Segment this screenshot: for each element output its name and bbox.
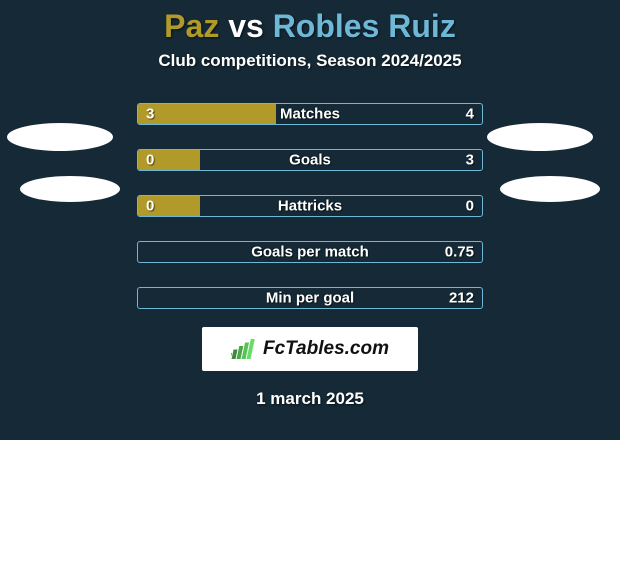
stat-rows: Matches 3 4 Goals 0 3 Hattricks 0 0 Goals per mat… bbox=[137, 103, 483, 309]
stat-row-right-value: 3 bbox=[466, 152, 474, 169]
brand-bars-icon bbox=[231, 338, 257, 360]
stat-row-label: Goals bbox=[289, 152, 331, 169]
title-right-name: Robles Ruiz bbox=[273, 8, 456, 44]
stat-row-right-value: 0 bbox=[466, 198, 474, 215]
stat-row: Goals 0 3 bbox=[137, 149, 483, 171]
title-left-name: Paz bbox=[164, 8, 219, 44]
stat-row-label: Goals per match bbox=[251, 244, 369, 261]
title-vs: vs bbox=[228, 8, 264, 44]
stat-row-left-value: 3 bbox=[146, 106, 154, 123]
comparison-card: Paz vs Robles Ruiz Club competitions, Se… bbox=[0, 0, 620, 440]
stat-row-left-value: 0 bbox=[146, 198, 154, 215]
player-ellipse-right-1 bbox=[487, 123, 593, 151]
brand-text: FcTables.com bbox=[263, 338, 389, 360]
stat-row: Min per goal 212 bbox=[137, 287, 483, 309]
stat-row-fill-left bbox=[138, 104, 276, 124]
card-date: 1 march 2025 bbox=[0, 389, 620, 409]
stat-row: Matches 3 4 bbox=[137, 103, 483, 125]
stat-row-label: Matches bbox=[280, 106, 340, 123]
stat-row: Hattricks 0 0 bbox=[137, 195, 483, 217]
stat-row-right-value: 4 bbox=[466, 106, 474, 123]
stat-row-right-value: 212 bbox=[449, 290, 474, 307]
stat-row-right-value: 0.75 bbox=[445, 244, 474, 261]
player-ellipse-right-2 bbox=[500, 176, 600, 202]
card-title: Paz vs Robles Ruiz bbox=[0, 0, 620, 45]
stat-row-label: Hattricks bbox=[278, 198, 342, 215]
brand-badge[interactable]: FcTables.com bbox=[202, 327, 418, 371]
stat-row-left-value: 0 bbox=[146, 152, 154, 169]
player-ellipse-left-2 bbox=[20, 176, 120, 202]
stat-row-label: Min per goal bbox=[266, 290, 354, 307]
card-subtitle: Club competitions, Season 2024/2025 bbox=[0, 51, 620, 71]
player-ellipse-left-1 bbox=[7, 123, 113, 151]
stat-row: Goals per match 0.75 bbox=[137, 241, 483, 263]
